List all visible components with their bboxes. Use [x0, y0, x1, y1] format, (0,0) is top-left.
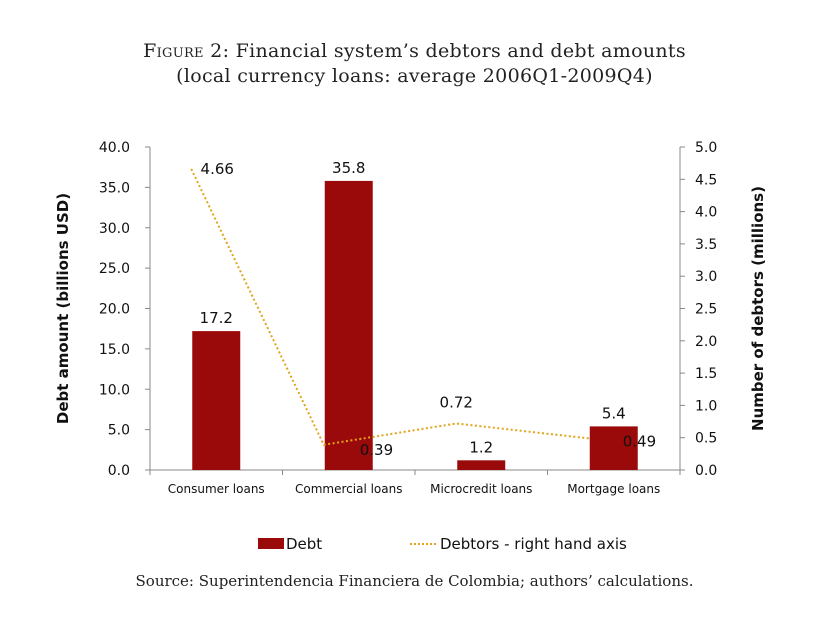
right-tick-label: 2.5: [695, 302, 717, 318]
figure-source: Source: Superintendencia Financiera de C…: [135, 572, 694, 590]
category-label: Commercial loans: [295, 482, 402, 496]
right-tick-label: 0.0: [695, 463, 717, 479]
right-tick-label: 0.5: [695, 431, 717, 447]
right-tick-label: 4.0: [695, 205, 717, 221]
left-tick-label: 0.0: [108, 463, 130, 479]
right-tick-label: 1.5: [695, 366, 717, 382]
debt-bar: [457, 460, 506, 470]
debt-bar: [589, 426, 638, 470]
debt-data-label: 1.2: [469, 438, 493, 456]
debt-data-label: 35.8: [332, 159, 365, 177]
chart-legend: Debt Debtors - right hand axis: [258, 535, 627, 553]
debt-data-label: 5.4: [602, 404, 626, 422]
figure-subtitle: (local currency loans: average 2006Q1-20…: [176, 65, 653, 87]
right-tick-label: 3.0: [695, 269, 717, 285]
debt-data-label: 17.2: [200, 309, 233, 327]
legend-debt-swatch: [258, 538, 284, 549]
chart-axes: 0.0 5.0 10.0 15.0 20.0 25.0 30.0 35.0 40.0 0.0 0.5…: [54, 140, 767, 496]
debtors-data-label: 0.72: [440, 393, 473, 411]
left-tick-label: 30.0: [99, 221, 130, 237]
debtors-line: [190, 168, 589, 446]
figure-caption: Figure 2: Financial system’s debtors and…: [0, 40, 829, 62]
legend-debt-label: Debt: [286, 535, 322, 553]
debtors-data-label: 4.66: [201, 160, 234, 178]
left-tick-label: 20.0: [99, 302, 130, 318]
left-tick-label: 35.0: [99, 180, 130, 196]
left-tick-label: 25.0: [99, 261, 130, 277]
debt-bar: [324, 180, 373, 471]
left-tick-label: 40.0: [99, 140, 130, 156]
right-tick-label: 4.5: [695, 172, 717, 188]
right-tick-label: 2.0: [695, 334, 717, 350]
legend-debtors-label: Debtors - right hand axis: [440, 535, 627, 553]
left-tick-label: 10.0: [99, 382, 130, 398]
line-series: [190, 168, 589, 446]
right-axis-title: Number of debtors (millions): [749, 186, 767, 431]
debtors-data-label: 0.39: [360, 441, 393, 459]
figure-title: Financial system’s debtors and debt amou…: [235, 40, 686, 62]
category-label: Microcredit loans: [430, 482, 532, 496]
right-tick-label: 1.0: [695, 398, 717, 414]
right-tick-label: 3.5: [695, 237, 717, 253]
bar-series: [192, 180, 638, 471]
debtors-data-label: 0.49: [623, 432, 656, 450]
figure-label: Figure 2:: [143, 40, 230, 62]
left-axis-title: Debt amount (billions USD): [54, 193, 72, 424]
left-tick-label: 15.0: [99, 342, 130, 358]
right-tick-label: 5.0: [695, 140, 717, 156]
debt-bar: [192, 331, 241, 470]
chart-labels: 17.2 35.8 1.2 5.4 4.66 0.39 0.72 0.49: [200, 159, 657, 459]
category-label: Mortgage loans: [567, 482, 660, 496]
left-tick-label: 5.0: [108, 423, 130, 439]
category-label: Consumer loans: [168, 482, 265, 496]
